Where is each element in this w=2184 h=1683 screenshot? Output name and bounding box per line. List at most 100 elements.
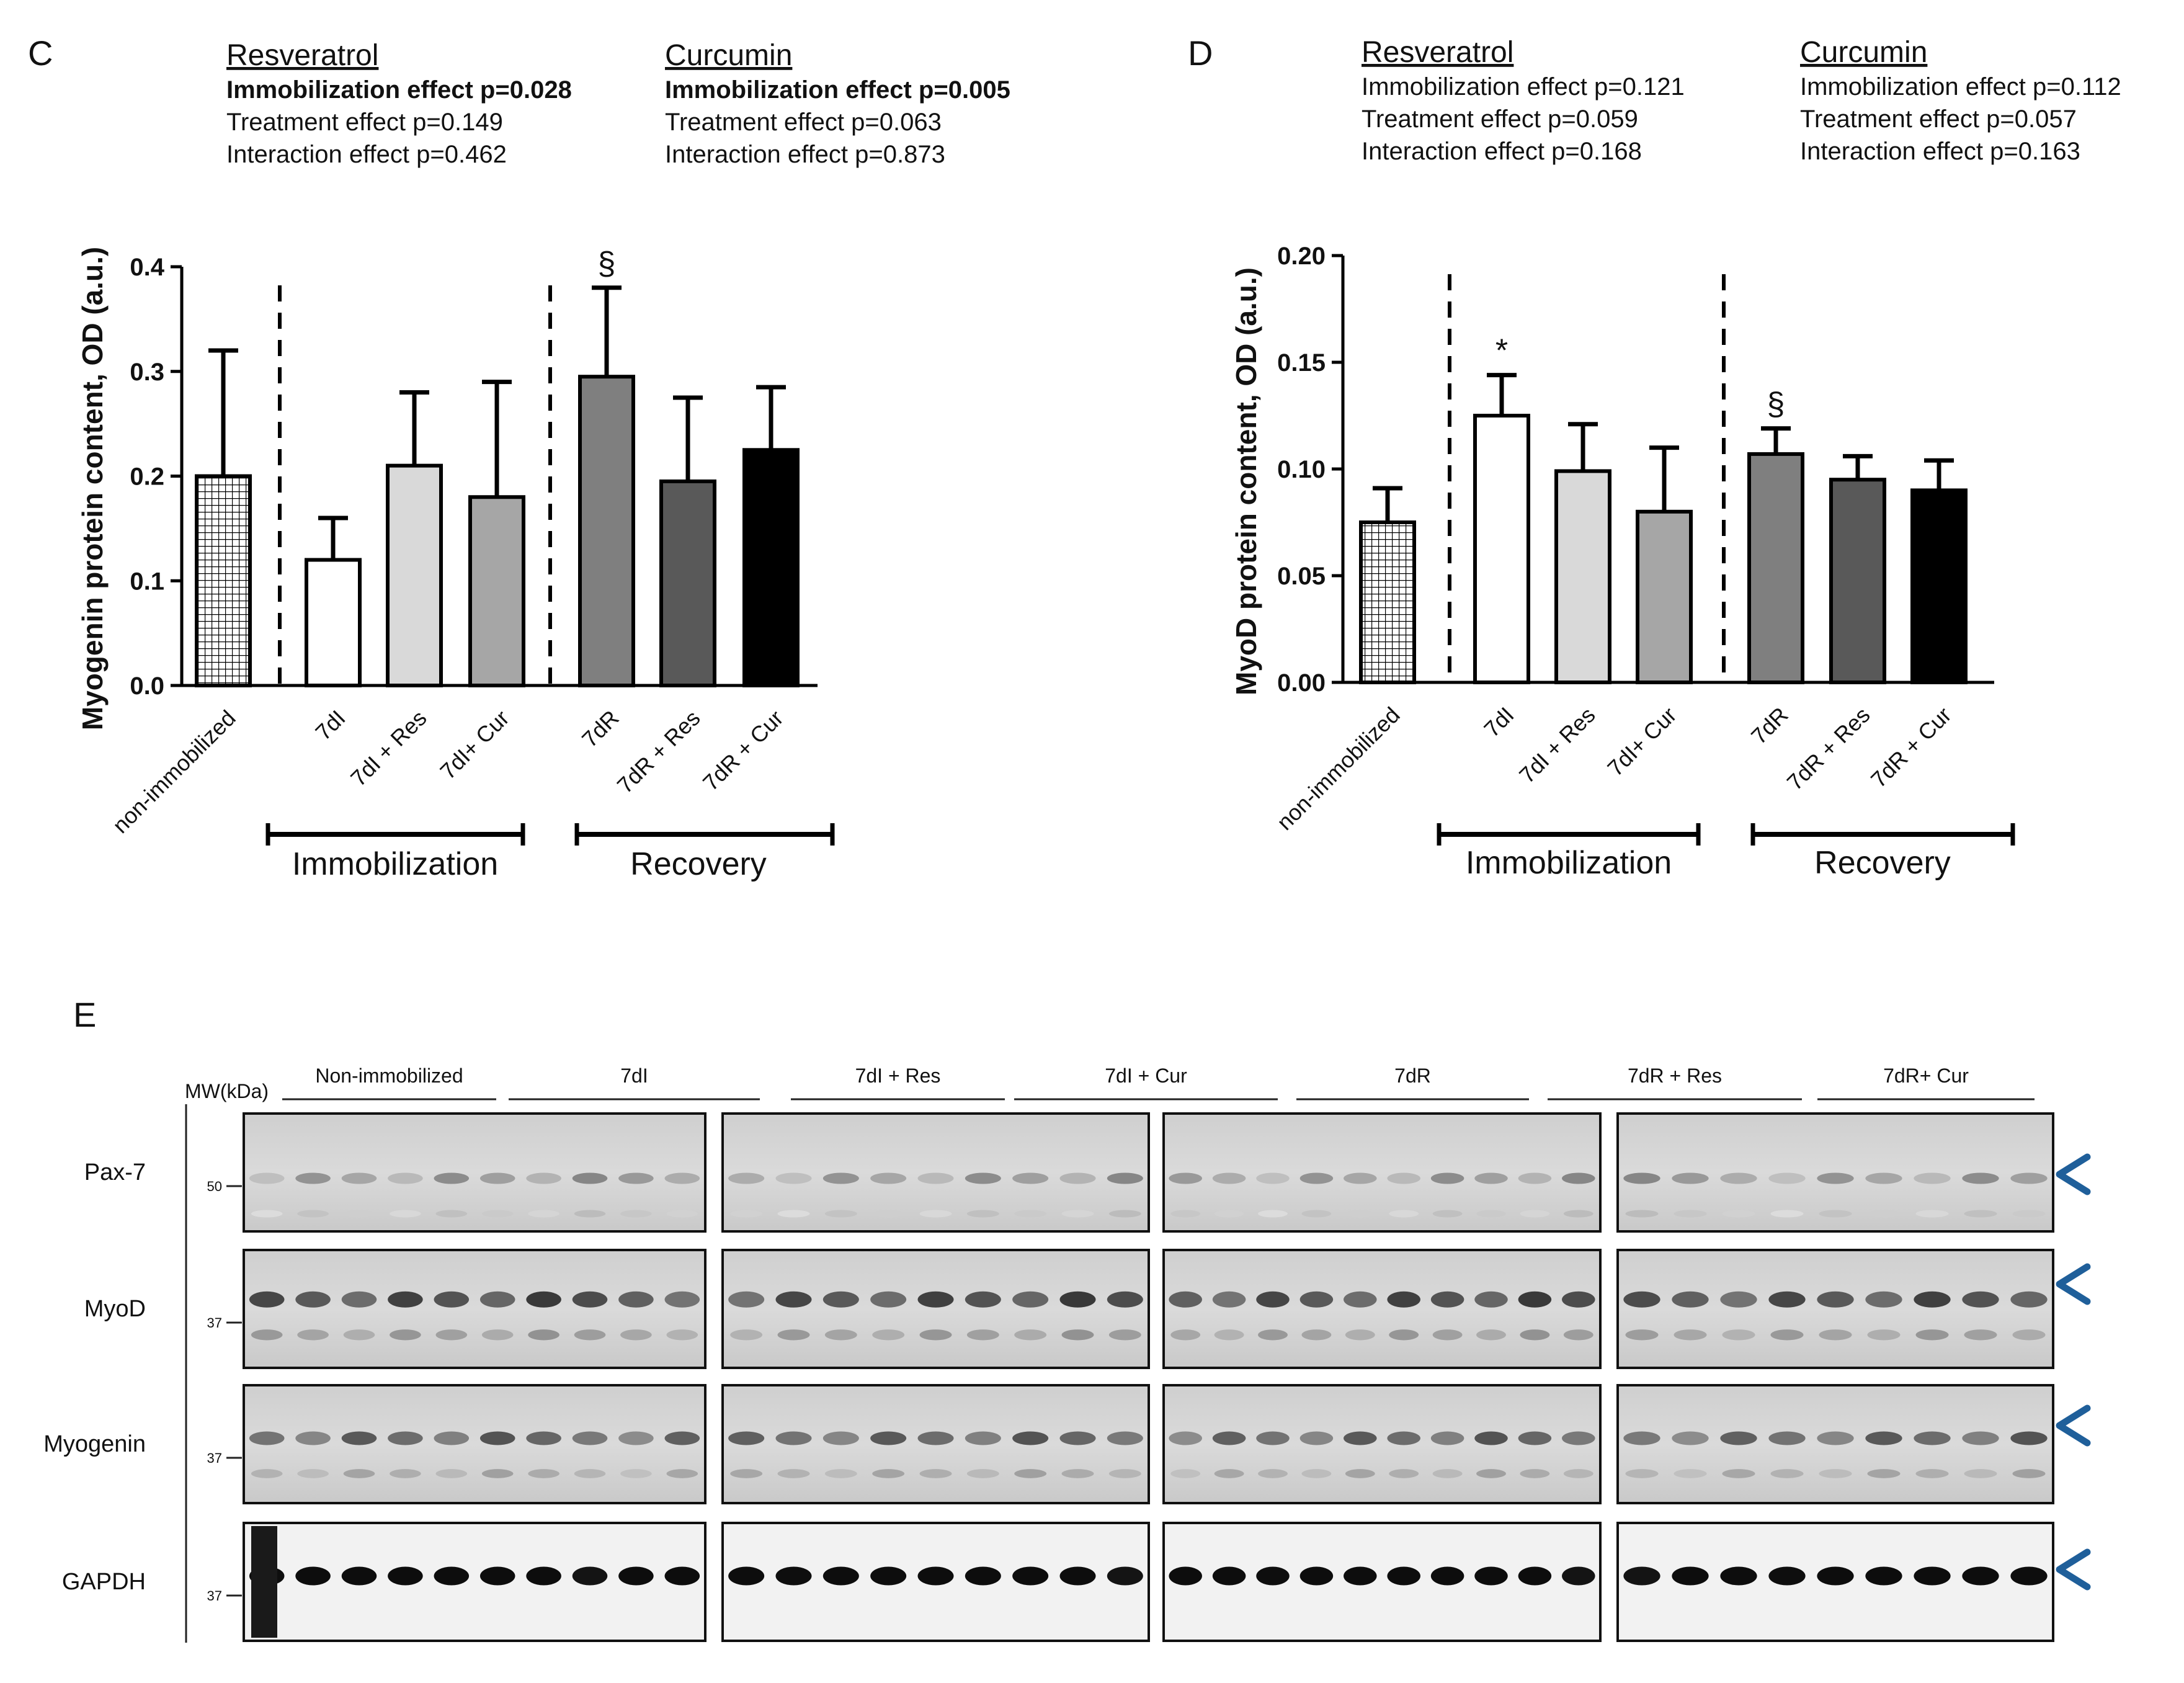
bar [1747,452,1804,684]
protein-band [1212,1566,1246,1586]
category-label: non-immobilized [1272,702,1404,835]
secondary-band [1301,1469,1332,1478]
protein-band [1518,1172,1552,1184]
protein-band [1107,1566,1143,1586]
secondary-band [620,1329,652,1341]
protein-band [526,1431,561,1445]
protein-band [479,1566,515,1586]
category-label: 7dI+ Cur [1602,702,1681,781]
secondary-band [620,1469,652,1478]
protein-band [479,1431,515,1445]
protein-band [775,1566,812,1586]
protein-band [1518,1566,1552,1586]
protein-band [1623,1291,1660,1308]
bar [578,375,635,687]
protein-band [526,1291,561,1308]
protein-band [1768,1566,1806,1586]
category-label: 7dI [1479,702,1518,742]
secondary-band [1014,1210,1047,1218]
protein-band [1430,1431,1464,1445]
secondary-band [824,1469,857,1478]
panel-d-letter: D [1188,33,1213,73]
protein-band [1720,1291,1757,1308]
protein-band [1768,1291,1806,1308]
y-tick-label: 0.20 [1277,243,1326,270]
protein-band [664,1431,700,1445]
stat-line: Treatment effect p=0.057 [1800,105,2077,133]
protein-band [728,1172,765,1184]
panel-d-stats-resveratrol: Resveratrol Immobilization effect p=0.12… [1362,36,1685,165]
protein-band [1012,1566,1049,1586]
protein-band [1672,1172,1709,1184]
secondary-band [1625,1469,1659,1478]
stat-line: Interaction effect p=0.873 [665,141,945,168]
protein-band [1212,1172,1246,1184]
protein-band [1562,1566,1595,1586]
secondary-band [730,1210,763,1218]
ladder-lane [251,1526,277,1638]
secondary-band [574,1329,606,1341]
panel-c-stats-resveratrol: Resveratrol Immobilization effect p=0.02… [226,39,572,168]
protein-band [917,1566,954,1586]
y-tick-label: 0.00 [1277,669,1326,697]
stat-line: Treatment effect p=0.059 [1362,105,1638,133]
protein-band [434,1566,470,1586]
blot-membrane [721,1249,1150,1369]
secondary-band [1964,1329,1997,1341]
secondary-band [666,1210,698,1218]
secondary-band [1214,1210,1244,1218]
secondary-band [343,1329,375,1341]
protein-band [434,1291,470,1308]
protein-band [1212,1431,1246,1445]
protein-band [295,1566,331,1586]
secondary-band [777,1469,810,1478]
secondary-band [1520,1329,1550,1341]
protein-band [1059,1172,1096,1184]
mw-marker: 37 [207,1450,222,1466]
secondary-band [1770,1210,1804,1218]
secondary-band [1722,1210,1755,1218]
protein-band [1059,1431,1096,1445]
blot-group-label: 7dR [1394,1065,1431,1087]
category-label: 7dR [1746,702,1793,749]
secondary-band [297,1329,329,1341]
protein-band [917,1431,954,1445]
protein-band [664,1172,700,1184]
stat-line: Interaction effect p=0.462 [226,141,507,168]
secondary-band [343,1210,375,1218]
protein-band [1169,1566,1202,1586]
category-label: 7dI [310,705,350,745]
protein-band [1107,1291,1143,1308]
secondary-band [966,1210,999,1218]
secondary-band [343,1469,375,1478]
stat-header: Curcumin [665,39,792,72]
protein-band [572,1291,608,1308]
group-label: Immobilization [1466,845,1672,881]
protein-band [1962,1431,1999,1445]
protein-band [2010,1566,2048,1586]
stat-line: Treatment effect p=0.063 [665,109,942,136]
stat-line: Treatment effect p=0.149 [226,109,503,136]
protein-band [1344,1172,1377,1184]
blot-membrane [1616,1249,2054,1369]
stat-line: Immobilization effect p=0.005 [665,76,1010,104]
y-tick-label: 0.10 [1277,456,1326,483]
protein-band [618,1291,654,1308]
protein-band [965,1431,1001,1445]
secondary-band [1867,1329,1901,1341]
secondary-band [1108,1210,1141,1218]
secondary-band [1819,1469,1852,1478]
secondary-band [435,1210,468,1218]
protein-band [1012,1291,1049,1308]
protein-band [388,1431,423,1445]
bar [468,495,525,687]
mw-label: MW(kDa) [185,1080,269,1102]
secondary-band [2012,1329,2046,1341]
panel-c: C Resveratrol Immobilization effect p=0.… [28,33,1010,882]
protein-band [775,1431,812,1445]
protein-band [2010,1291,2048,1308]
blot-group-label: Non-immobilized [315,1065,463,1087]
blot-name: Pax-7 [84,1159,146,1185]
protein-band [1059,1566,1096,1586]
protein-band [965,1566,1001,1586]
